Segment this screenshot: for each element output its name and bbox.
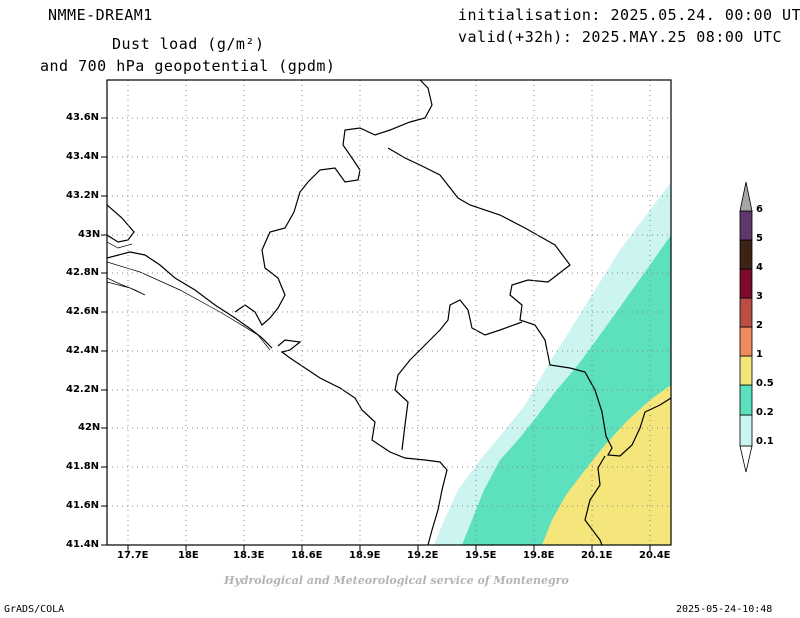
lat-label: 41.4N	[66, 539, 100, 550]
coast-lines	[107, 241, 271, 351]
lon-label: 18.9E	[349, 550, 381, 561]
initialisation-time: initialisation: 2025.05.24. 00:00 UTC	[458, 6, 800, 24]
lon-label: 19.5E	[465, 550, 497, 561]
render-timestamp: 2025-05-24-10:48	[676, 604, 773, 615]
software-credit: GrADS/COLA	[4, 604, 65, 615]
lon-label: 18.3E	[233, 550, 265, 561]
legend-label: 5	[756, 233, 763, 244]
map-frame	[106, 79, 672, 546]
legend-label: 4	[756, 262, 763, 273]
lat-label: 43N	[78, 229, 101, 240]
lat-label: 42.8N	[66, 267, 100, 278]
lon-label: 20.4E	[639, 550, 671, 561]
lat-label: 41.8N	[66, 461, 100, 472]
lat-label: 42.2N	[66, 384, 100, 395]
dust-field-0.5	[542, 385, 671, 545]
lat-label: 43.4N	[66, 151, 100, 162]
lon-label: 18.6E	[291, 550, 323, 561]
lat-label: 43.6N	[66, 112, 100, 123]
legend-label: 0.5	[756, 378, 774, 389]
legend-label: 2	[756, 320, 763, 331]
map-title-line2: and 700 hPa geopotential (gpdm)	[40, 57, 336, 75]
lon-label: 17.7E	[117, 550, 149, 561]
lat-label: 43.2N	[66, 190, 100, 201]
legend-label: 1	[756, 349, 763, 360]
lat-label: 42.4N	[66, 345, 100, 356]
lon-label: 19.8E	[523, 550, 555, 561]
legend-bar	[739, 181, 753, 473]
legend-label: 0.1	[756, 436, 774, 447]
legend-label: 6	[756, 204, 763, 215]
valid-time: valid(+32h): 2025.MAY.25 08:00 UTC	[458, 28, 783, 46]
lat-label: 42.6N	[66, 306, 100, 317]
lon-label: 20.1E	[581, 550, 613, 561]
lat-label: 41.6N	[66, 500, 100, 511]
lon-label: 18E	[178, 550, 199, 561]
lat-label: 42N	[78, 422, 101, 433]
credit-text: Hydrological and Meteorological service …	[224, 574, 569, 587]
map-title-line1: Dust load (g/m²)	[112, 35, 265, 53]
legend-label: 3	[756, 291, 763, 302]
model-name: NMME-DREAM1	[48, 6, 153, 24]
axis-ticks	[101, 117, 651, 551]
borders	[107, 80, 671, 545]
legend-label: 0.2	[756, 407, 774, 418]
lon-label: 19.2E	[407, 550, 439, 561]
graticule	[107, 80, 671, 545]
